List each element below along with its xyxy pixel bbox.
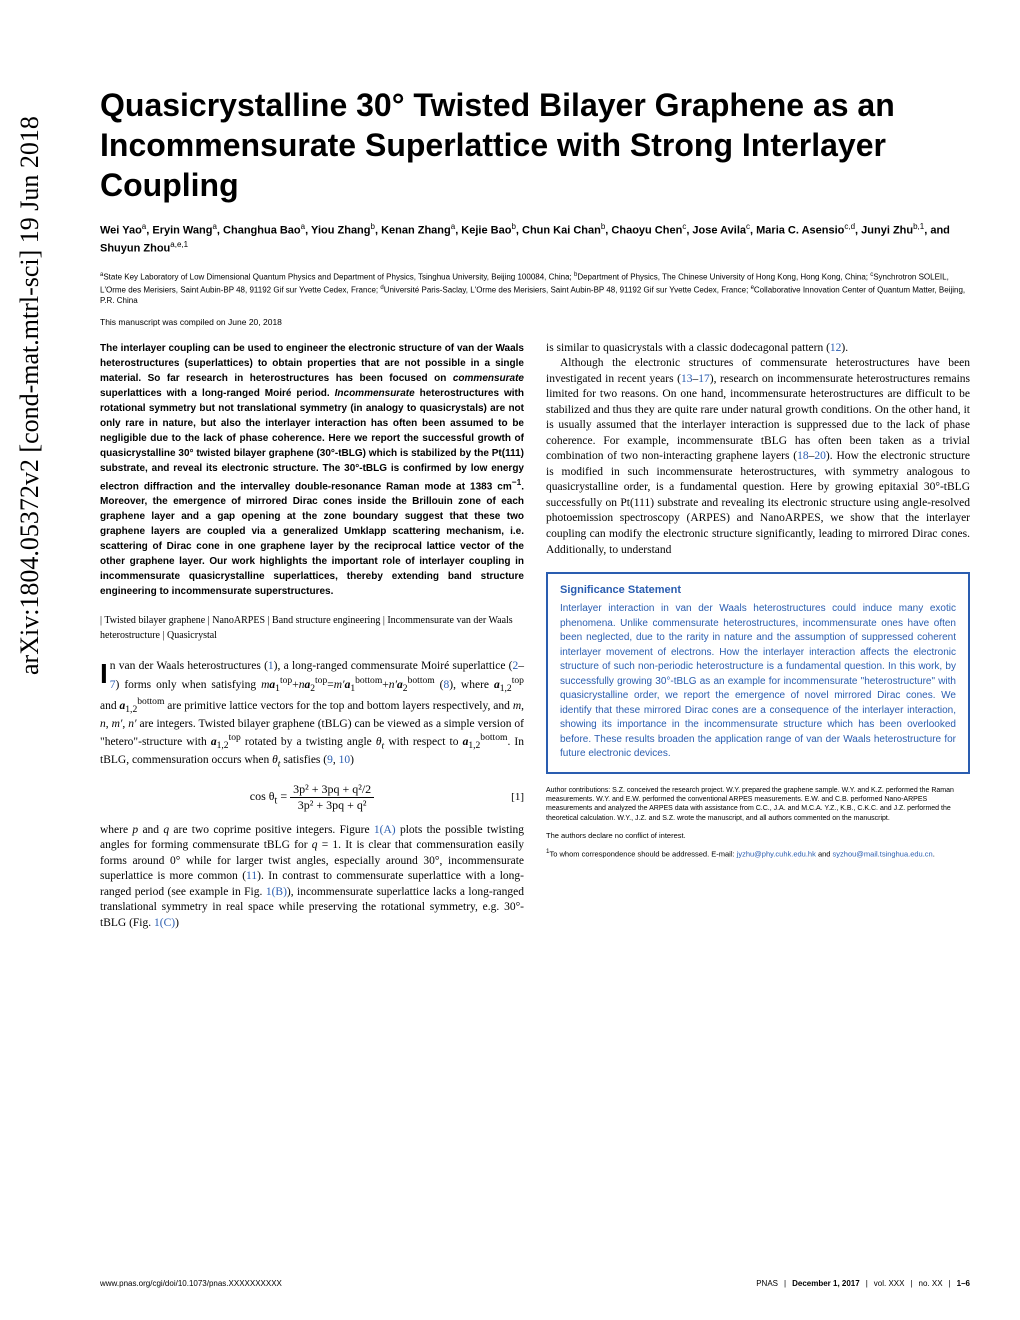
left-column: The interlayer coupling can be used to e… bbox=[100, 341, 524, 931]
right-column: is similar to quasicrystals with a class… bbox=[546, 341, 970, 931]
author-contributions: Author contributions: S.Z. conceived the… bbox=[546, 786, 970, 824]
eq-fraction: 3p² + 3pq + q²/2 3p² + 3pq + q² bbox=[290, 782, 374, 813]
equation-1: cos θt = 3p² + 3pq + q²/2 3p² + 3pq + q²… bbox=[100, 782, 524, 813]
correspondence: 1To whom correspondence should be addres… bbox=[546, 848, 970, 860]
body-paragraph-2: where p and q are two coprime positive i… bbox=[100, 823, 524, 932]
page-content: Quasicrystalline 30° Twisted Bilayer Gra… bbox=[100, 0, 970, 931]
significance-box: Significance Statement Interlayer intera… bbox=[546, 572, 970, 774]
eq-lhs: cos θt = bbox=[250, 789, 290, 803]
eq-denominator: 3p² + 3pq + q² bbox=[290, 798, 374, 813]
compilation-date: This manuscript was compiled on June 20,… bbox=[100, 317, 970, 327]
page-footer: www.pnas.org/cgi/doi/10.1073/pnas.XXXXXX… bbox=[100, 1279, 970, 1288]
body-paragraph-r1: is similar to quasicrystals with a class… bbox=[546, 341, 970, 357]
author-list: Wei Yaoa, Eryin Wanga, Changhua Baoa, Yi… bbox=[100, 221, 970, 257]
eq-numerator: 3p² + 3pq + q²/2 bbox=[290, 782, 374, 798]
significance-body: Interlayer interaction in van der Waals … bbox=[560, 602, 956, 762]
equation-number: [1] bbox=[511, 791, 524, 803]
arxiv-identifier: arXiv:1804.05372v2 [cond-mat.mtrl-sci] 1… bbox=[15, 116, 45, 675]
affiliations: aState Key Laboratory of Low Dimensional… bbox=[100, 271, 970, 307]
two-column-layout: The interlayer coupling can be used to e… bbox=[100, 341, 970, 931]
keywords: | Twisted bilayer graphene | NanoARPES |… bbox=[100, 613, 524, 643]
conflict-statement: The authors declare no conflict of inter… bbox=[546, 831, 970, 840]
paper-title: Quasicrystalline 30° Twisted Bilayer Gra… bbox=[100, 85, 970, 205]
right-body: is similar to quasicrystals with a class… bbox=[546, 341, 970, 558]
footer-page-info: PNAS|December 1, 2017|vol. XXX|no. XX|1–… bbox=[756, 1279, 970, 1288]
significance-title: Significance Statement bbox=[560, 584, 956, 596]
body-paragraph-1: In van der Waals heterostructures (1), a… bbox=[100, 659, 524, 771]
footer-doi: www.pnas.org/cgi/doi/10.1073/pnas.XXXXXX… bbox=[100, 1279, 282, 1288]
body-paragraph-r2: Although the electronic structures of co… bbox=[546, 356, 970, 558]
abstract: The interlayer coupling can be used to e… bbox=[100, 341, 524, 599]
